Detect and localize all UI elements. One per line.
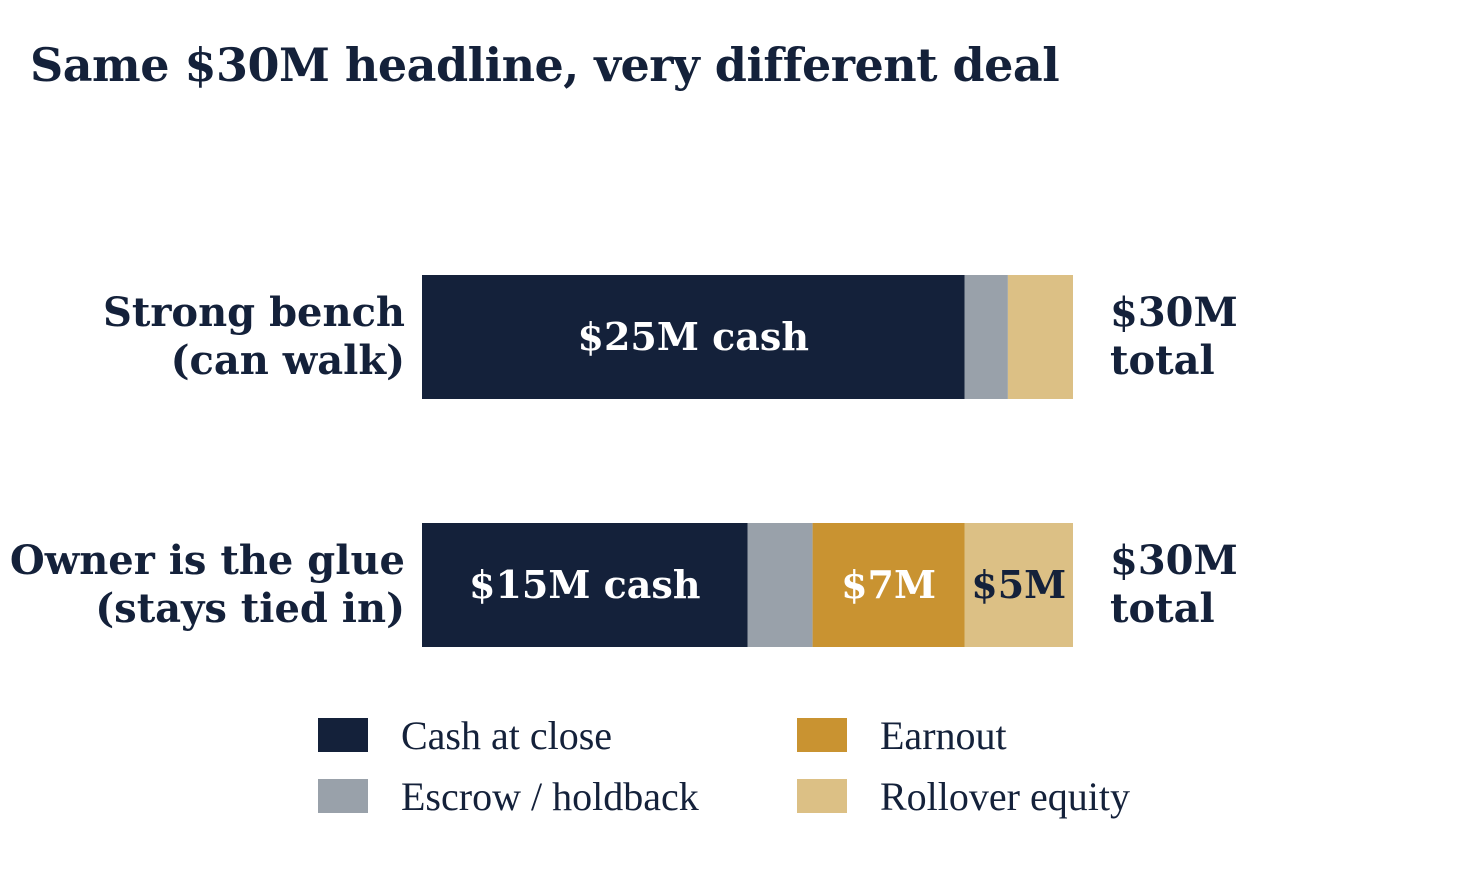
row-2-total-label: $30M total <box>1110 537 1238 632</box>
row-1-total-label: $30M total <box>1110 289 1238 384</box>
row-2-earnout-segment <box>812 523 965 647</box>
legend-item-rollover-equity-swatch <box>797 779 847 813</box>
row-1-cash-segment <box>422 275 965 399</box>
legend-item-escrow-holdback: Escrow / holdback <box>318 774 699 819</box>
row-2-rollover-segment <box>964 523 1073 647</box>
row-1-category-label-line: Strong bench <box>103 289 405 336</box>
row-2-category-label-line: Owner is the glue <box>10 537 405 584</box>
legend-item-cash-at-close-label: Cash at close <box>401 713 612 758</box>
row-2-total-label-line: total <box>1110 585 1215 632</box>
row-2-earnout-value-label: $7M <box>841 562 936 607</box>
legend-item-rollover-equity-label: Rollover equity <box>880 774 1130 819</box>
bars-group: Strong bench (can walk)$25M cash$30M total… <box>10 275 1238 647</box>
legend-item-cash-at-close: Cash at close <box>318 713 612 758</box>
chart-title: Same $30M headline, very different deal <box>30 38 1060 92</box>
row-1-total-label-line: $30M <box>1110 289 1238 336</box>
row-1-rollover-segment <box>1007 275 1073 399</box>
row-2-category-label-line: (stays tied in) <box>95 585 405 632</box>
row-1-total-label-line: total <box>1110 337 1215 384</box>
row-1-category-label: Strong bench (can walk) <box>103 289 405 384</box>
row-2-escrow-segment <box>747 523 813 647</box>
row-2-rollover-value-label: $5M <box>971 562 1066 607</box>
row-2-cash-segment <box>422 523 748 647</box>
legend-item-earnout-swatch <box>797 718 847 752</box>
row-2-category-label: Owner is the glue (stays tied in) <box>10 537 405 632</box>
row-2-cash-value-label: $15M cash <box>469 562 700 607</box>
legend-item-earnout: Earnout <box>797 713 1007 758</box>
legend: Cash at close Earnout Escrow / holdback Rol… <box>318 713 1130 819</box>
row-1-escrow-segment <box>964 275 1008 399</box>
row-2-total-label-line: $30M <box>1110 537 1238 584</box>
row-1-cash-value-label: $25M cash <box>578 314 809 359</box>
legend-item-earnout-label: Earnout <box>880 713 1007 758</box>
legend-item-escrow-holdback-label: Escrow / holdback <box>401 774 699 819</box>
legend-item-cash-at-close-swatch <box>318 718 368 752</box>
row-1-category-label-line: (can walk) <box>171 337 405 384</box>
legend-item-escrow-holdback-swatch <box>318 779 368 813</box>
legend-item-rollover-equity: Rollover equity <box>797 774 1130 819</box>
